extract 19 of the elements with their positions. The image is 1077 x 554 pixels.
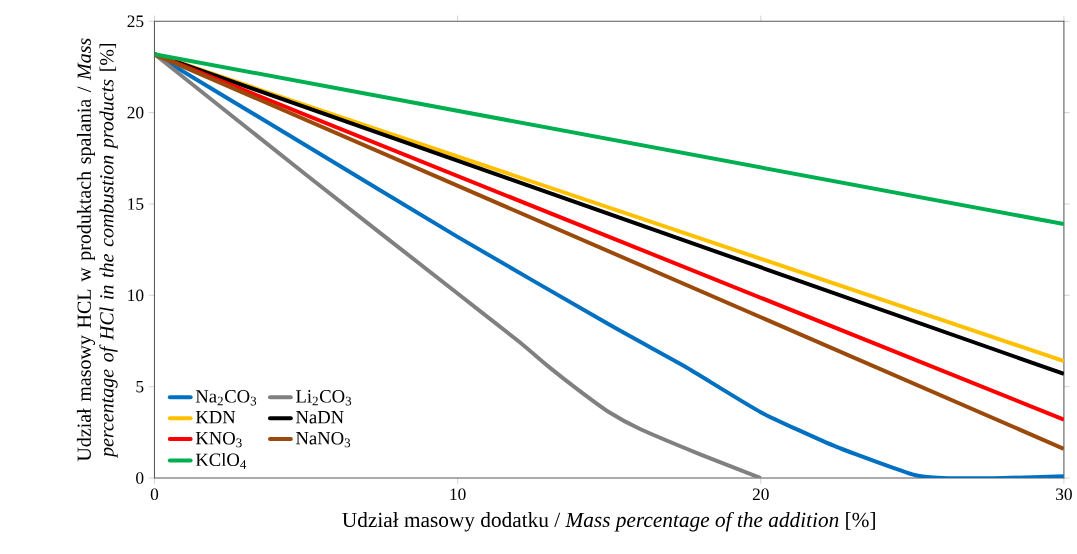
y-axis-title: Udział masowy HCL w produktach spalania / Mass percentage of HCl in the combustion products [%] [76, 38, 118, 462]
y-tick-label: 10 [128, 289, 144, 302]
legend-label: KDN [195, 411, 236, 424]
legend-label: NaDN [296, 411, 344, 424]
y-tick-label: 25 [127, 15, 144, 28]
legend-label: NaNO$_{3}$ [296, 431, 351, 448]
x-axis-title: Udział masowy dodatku / Mass percentage of the addition [%] [342, 511, 875, 532]
legend-label: Na$_{2}$CO$_{3}$ [195, 390, 257, 406]
x-tick-label: 20 [752, 488, 769, 501]
x-tick-label: 30 [1056, 488, 1072, 501]
x-tick-label: 10 [450, 488, 466, 501]
legend-label: Li$_{2}$CO$_{3}$ [296, 390, 352, 406]
y-tick-label: 15 [128, 198, 144, 210]
y-tick-label: 5 [136, 380, 144, 393]
legend-label: KNO$_{3}$ [195, 431, 242, 448]
y-tick-label: 0 [136, 472, 144, 484]
x-tick-label: 0 [150, 488, 159, 501]
y-tick-label: 20 [127, 106, 144, 119]
legend-label: KClO$_{4}$ [195, 452, 247, 469]
